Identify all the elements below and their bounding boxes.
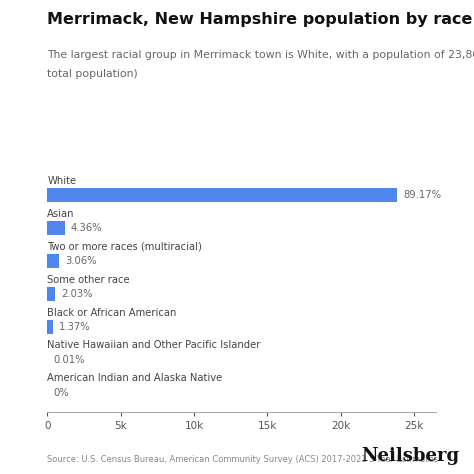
Text: total population): total population) <box>47 69 138 79</box>
Text: Merrimack, New Hampshire population by race: Merrimack, New Hampshire population by r… <box>47 12 473 27</box>
Text: Neilsberg: Neilsberg <box>362 447 460 465</box>
Bar <box>47 254 59 268</box>
Text: The largest racial group in Merrimack town is White, with a population of 23,865: The largest racial group in Merrimack to… <box>47 50 474 60</box>
Text: 0.01%: 0.01% <box>53 355 85 365</box>
Text: Black or African American: Black or African American <box>47 308 177 318</box>
Bar <box>47 221 64 235</box>
Text: 3.06%: 3.06% <box>65 256 97 266</box>
Text: Source: U.S. Census Bureau, American Community Survey (ACS) 2017-2021 5-Year Est: Source: U.S. Census Bureau, American Com… <box>47 455 438 464</box>
Text: White: White <box>47 176 76 186</box>
Text: 1.37%: 1.37% <box>59 322 90 332</box>
Text: 4.36%: 4.36% <box>70 223 102 233</box>
Text: 89.17%: 89.17% <box>403 190 441 200</box>
Text: 0%: 0% <box>53 388 69 398</box>
Text: 2.03%: 2.03% <box>61 289 93 299</box>
Bar <box>47 287 55 301</box>
Text: Asian: Asian <box>47 209 75 219</box>
Text: Some other race: Some other race <box>47 274 130 285</box>
Bar <box>47 188 397 202</box>
Text: Two or more races (multiracial): Two or more races (multiracial) <box>47 242 202 252</box>
Bar <box>47 320 53 334</box>
Text: American Indian and Alaska Native: American Indian and Alaska Native <box>47 374 223 383</box>
Text: Native Hawaiian and Other Pacific Islander: Native Hawaiian and Other Pacific Island… <box>47 340 261 350</box>
